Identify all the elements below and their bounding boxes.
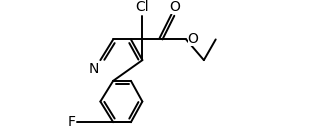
Text: F: F xyxy=(67,115,75,129)
Text: N: N xyxy=(89,62,99,76)
Text: O: O xyxy=(188,32,199,46)
Text: O: O xyxy=(169,0,180,14)
Text: Cl: Cl xyxy=(136,0,149,14)
